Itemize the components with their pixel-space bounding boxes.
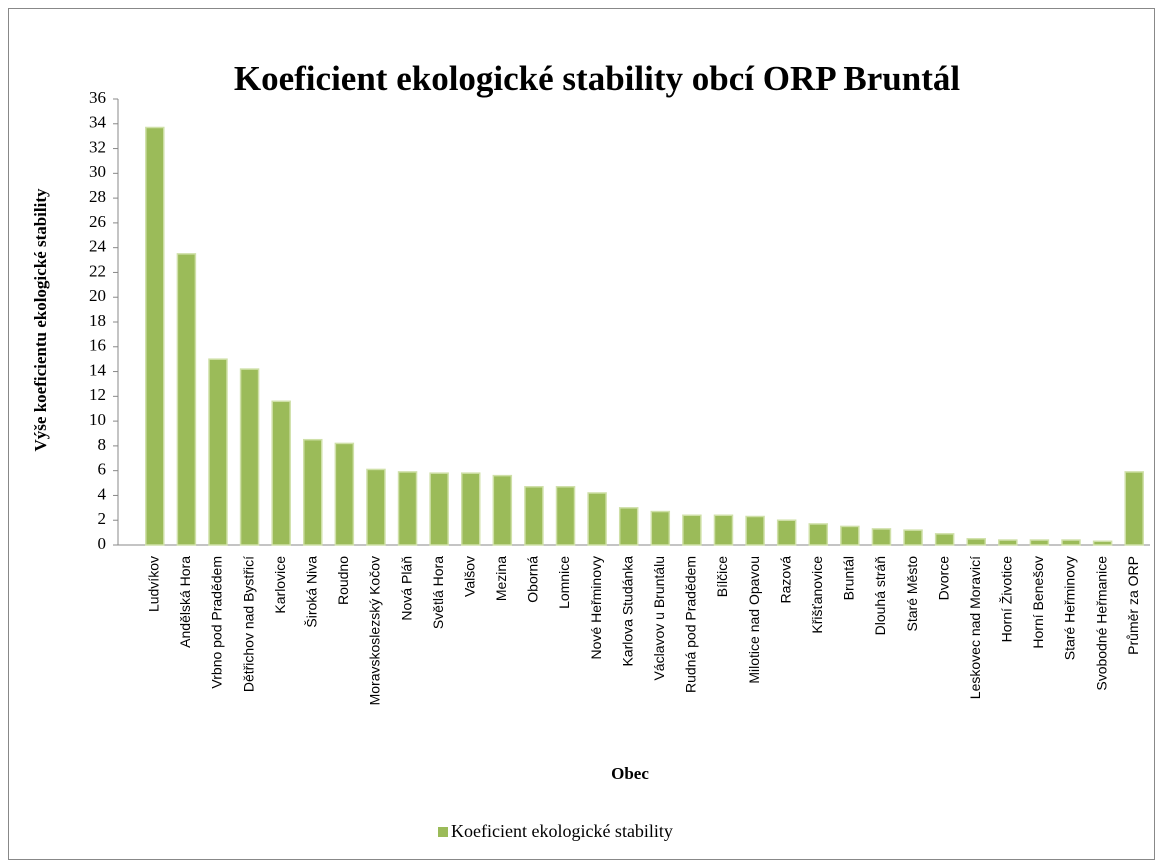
bar bbox=[334, 442, 355, 546]
chart-frame bbox=[8, 8, 1155, 860]
x-tick-label: Horní Životice bbox=[999, 556, 1015, 643]
bar bbox=[745, 515, 765, 546]
x-tick-label: Oborná bbox=[525, 556, 541, 603]
bar bbox=[840, 525, 860, 546]
x-tick-label: Staré Heřminovy bbox=[1062, 556, 1078, 660]
bar bbox=[145, 126, 165, 546]
x-tick-label: Široká Niva bbox=[303, 556, 319, 628]
bar bbox=[998, 539, 1018, 546]
bar bbox=[303, 438, 323, 546]
bar bbox=[397, 471, 418, 546]
x-tick-label: Vrbno pod Pradědem bbox=[209, 556, 225, 689]
bar bbox=[366, 468, 386, 546]
bar bbox=[808, 523, 829, 546]
bar bbox=[966, 538, 986, 546]
y-tick-label: 10 bbox=[89, 410, 106, 429]
x-tick-label: Horní Benešov bbox=[1030, 556, 1046, 649]
y-tick-label: 20 bbox=[89, 286, 106, 305]
bar bbox=[1124, 471, 1144, 546]
y-tick-label: 30 bbox=[89, 162, 106, 181]
bar bbox=[871, 528, 892, 546]
x-tick-label: Milotice nad Opavou bbox=[746, 556, 762, 684]
y-tick-label: 36 bbox=[89, 88, 106, 107]
x-tick-label: Mezina bbox=[493, 556, 509, 601]
x-tick-label: Bílčice bbox=[714, 556, 730, 597]
bar bbox=[776, 519, 797, 546]
bar bbox=[1029, 539, 1050, 546]
x-tick-label: Svobodné Heřmanice bbox=[1093, 556, 1109, 691]
bar bbox=[618, 507, 639, 546]
y-tick-label: 2 bbox=[98, 509, 107, 528]
y-tick-label: 24 bbox=[89, 237, 107, 256]
x-tick-label: Dlouhá stráň bbox=[872, 556, 888, 635]
legend-label: Koeficient ekologické stability bbox=[451, 821, 673, 841]
x-tick-label: Nové Heřminovy bbox=[588, 556, 604, 659]
x-tick-label: Roudno bbox=[335, 556, 351, 605]
bar bbox=[555, 486, 576, 546]
bar bbox=[1092, 540, 1113, 546]
x-tick-label: Světlá Hora bbox=[430, 556, 446, 629]
y-tick-label: 12 bbox=[89, 385, 106, 404]
y-tick-label: 22 bbox=[89, 261, 106, 280]
y-tick-label: 8 bbox=[98, 435, 107, 454]
x-tick-label: Václavov u Bruntálu bbox=[651, 556, 667, 681]
y-tick-label: 14 bbox=[89, 360, 107, 379]
x-tick-label: Průměr za ORP bbox=[1125, 556, 1141, 655]
bar bbox=[524, 486, 544, 546]
bar bbox=[429, 472, 449, 546]
x-tick-label: Ludvíkov bbox=[146, 556, 162, 612]
x-tick-label: Karlovice bbox=[272, 556, 288, 614]
bar bbox=[492, 474, 513, 546]
y-tick-label: 4 bbox=[98, 484, 107, 503]
y-axis-label: Výše koeficientu ekologické stability bbox=[31, 188, 50, 452]
bar bbox=[239, 368, 260, 546]
x-axis-label: Obec bbox=[611, 764, 649, 783]
y-tick-label: 18 bbox=[89, 311, 106, 330]
y-tick-label: 28 bbox=[89, 187, 106, 206]
x-tick-label: Dětřichov nad Bystřicí bbox=[240, 556, 256, 692]
y-tick-label: 32 bbox=[89, 137, 106, 156]
y-tick-label: 6 bbox=[98, 460, 107, 479]
bar bbox=[587, 492, 607, 546]
legend-swatch bbox=[438, 827, 448, 837]
bar bbox=[903, 529, 923, 546]
x-tick-label: Rudná pod Pradědem bbox=[683, 556, 699, 693]
x-tick-label: Valšov bbox=[461, 556, 477, 597]
y-tick-label: 26 bbox=[89, 212, 106, 231]
x-tick-label: Leskovec nad Moravicí bbox=[967, 556, 983, 699]
bar bbox=[650, 510, 671, 546]
x-tick-label: Dvorce bbox=[935, 556, 951, 601]
x-tick-label: Lomnice bbox=[556, 556, 572, 609]
x-tick-label: Karlova Studánka bbox=[619, 556, 635, 667]
bar bbox=[176, 253, 197, 546]
bar bbox=[460, 472, 481, 546]
bar bbox=[271, 400, 291, 546]
y-tick-label: 16 bbox=[89, 336, 106, 355]
x-tick-label: Bruntál bbox=[841, 556, 857, 600]
bar bbox=[934, 533, 955, 546]
bar bbox=[713, 514, 734, 546]
chart-title: Koeficient ekologické stability obcí ORP… bbox=[234, 59, 960, 98]
x-tick-label: Razová bbox=[777, 556, 793, 604]
x-tick-label: Moravskoslezský Kočov bbox=[367, 556, 383, 705]
x-tick-label: Andělská Hora bbox=[177, 556, 193, 648]
y-tick-label: 34 bbox=[89, 113, 107, 132]
x-tick-label: Křišťanovice bbox=[809, 556, 825, 634]
y-tick-label: 0 bbox=[98, 534, 107, 553]
bar bbox=[1061, 539, 1081, 546]
bar bbox=[682, 514, 702, 546]
x-tick-label: Staré Město bbox=[904, 556, 920, 632]
bar bbox=[208, 358, 228, 546]
x-tick-label: Nová Pláň bbox=[398, 556, 414, 621]
